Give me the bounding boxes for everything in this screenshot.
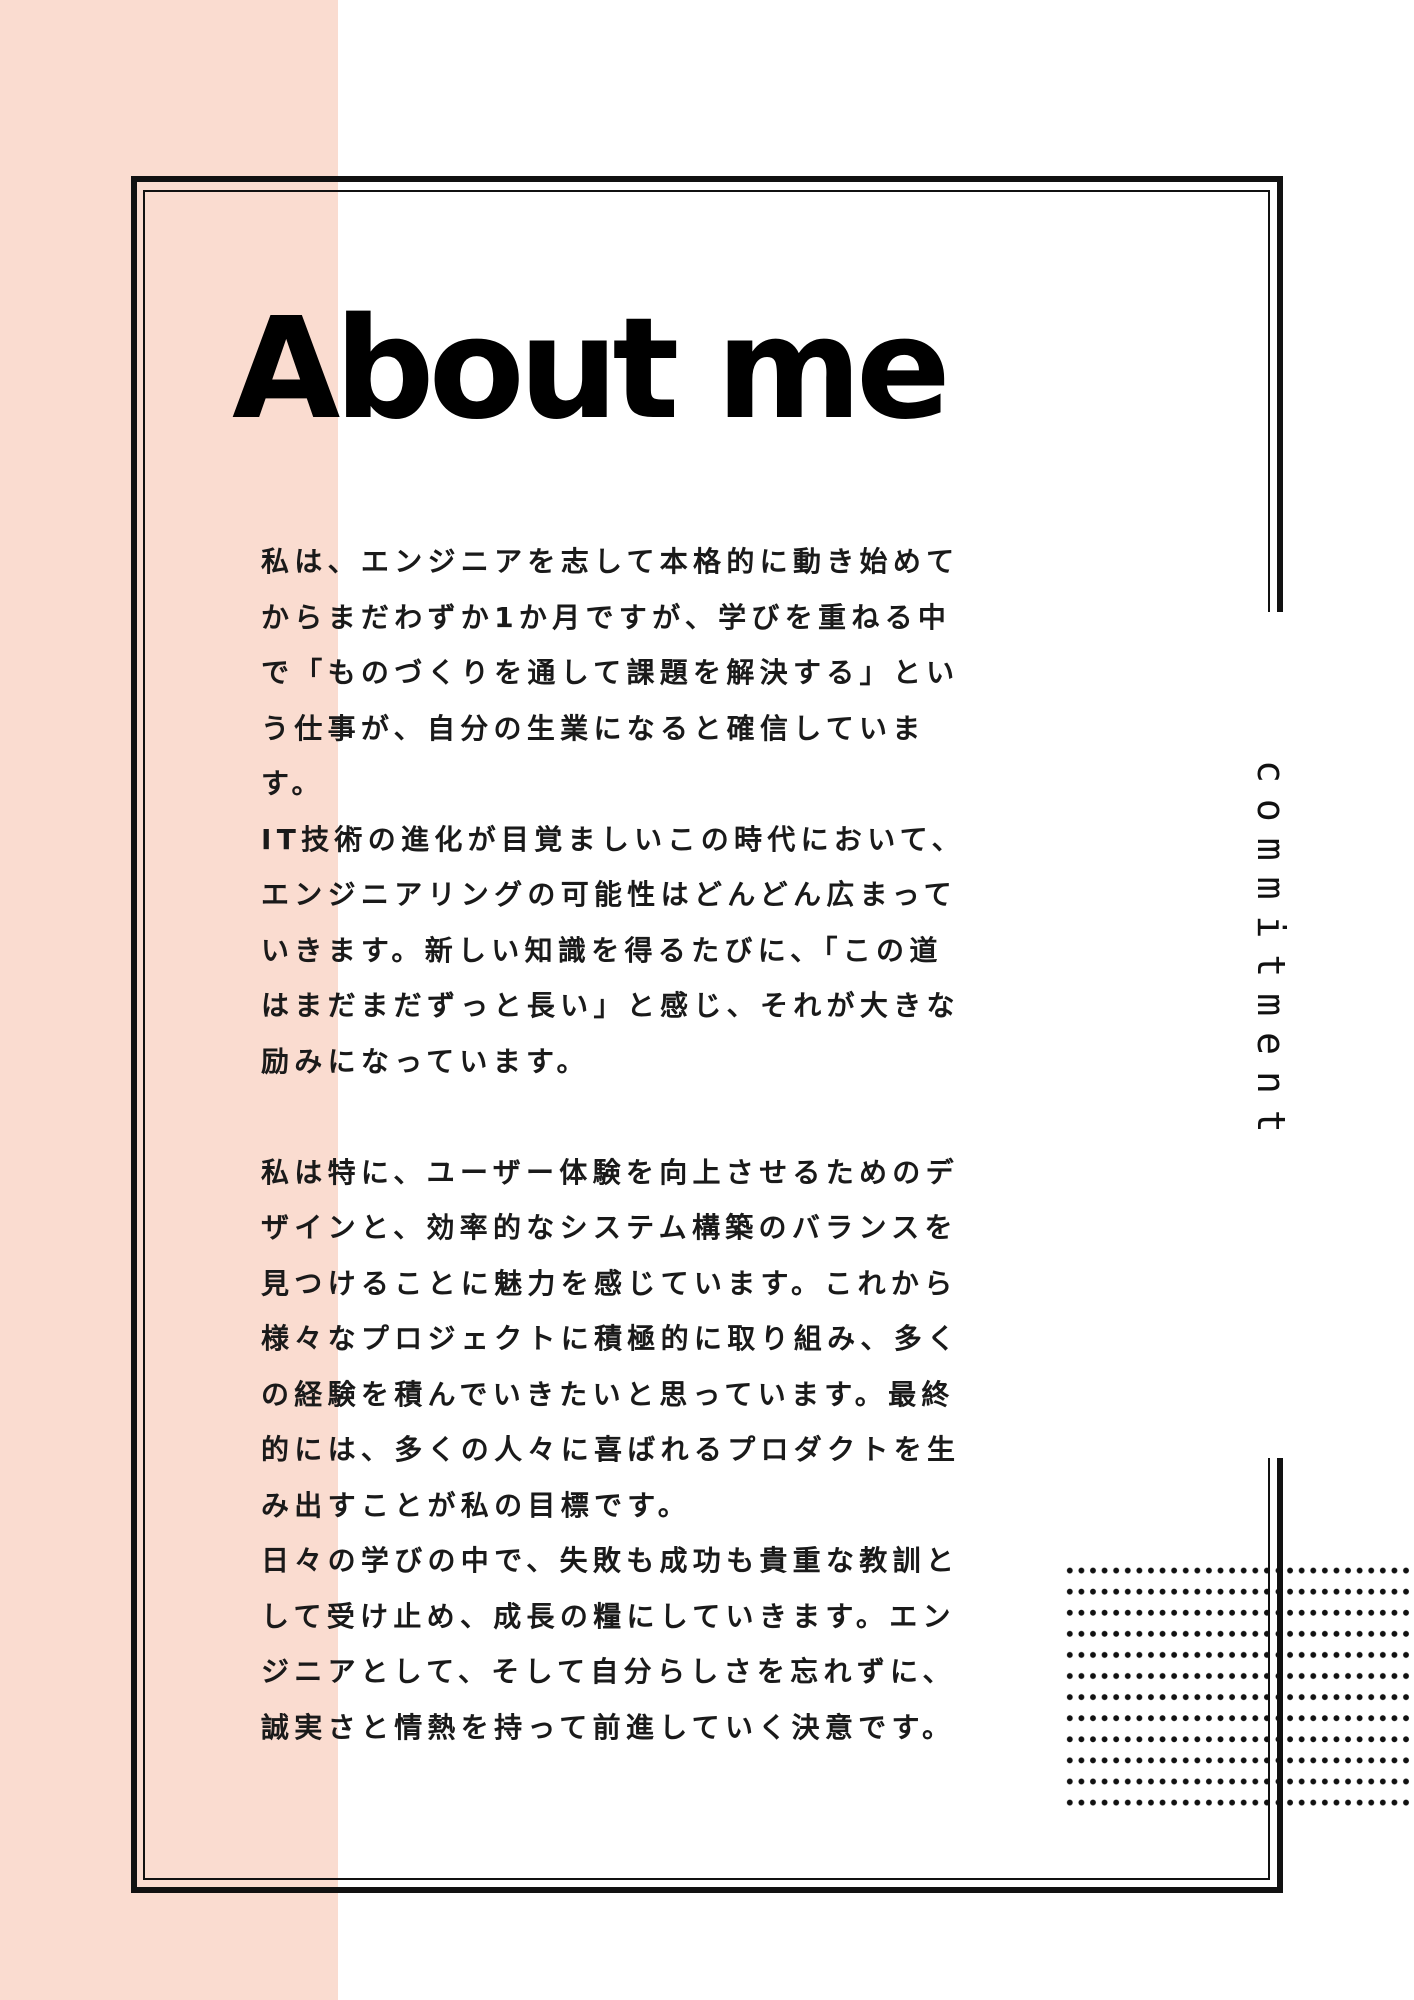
paragraph-1: 私は、エンジニアを志して本格的に動き始めてからまだわずか1か月ですが、学びを重ね…	[261, 545, 960, 800]
paragraph-2: IT技術の進化が目覚ましいこの時代において、エンジニアリングの可能性はどんどん広…	[261, 822, 965, 1078]
body-text: 私は、エンジニアを志して本格的に動き始めてからまだわずか1か月ですが、学びを重ね…	[261, 534, 971, 1755]
paragraph-4: 日々の学びの中で、失敗も成功も貴重な教訓として受け止め、成長の糧にしていきます。…	[261, 1544, 960, 1744]
page-title: About me	[232, 288, 951, 451]
accent-band	[0, 0, 338, 2000]
paragraph-3: 私は特に、ユーザー体験を向上させるためのデザインと、効率的なシステム構築のバラン…	[261, 1155, 961, 1522]
frame-gap	[1255, 612, 1295, 1458]
paragraph-spacer	[261, 1089, 971, 1145]
side-label-commitment: commitment	[1249, 760, 1293, 1149]
dot-pattern	[1064, 1560, 1414, 1812]
